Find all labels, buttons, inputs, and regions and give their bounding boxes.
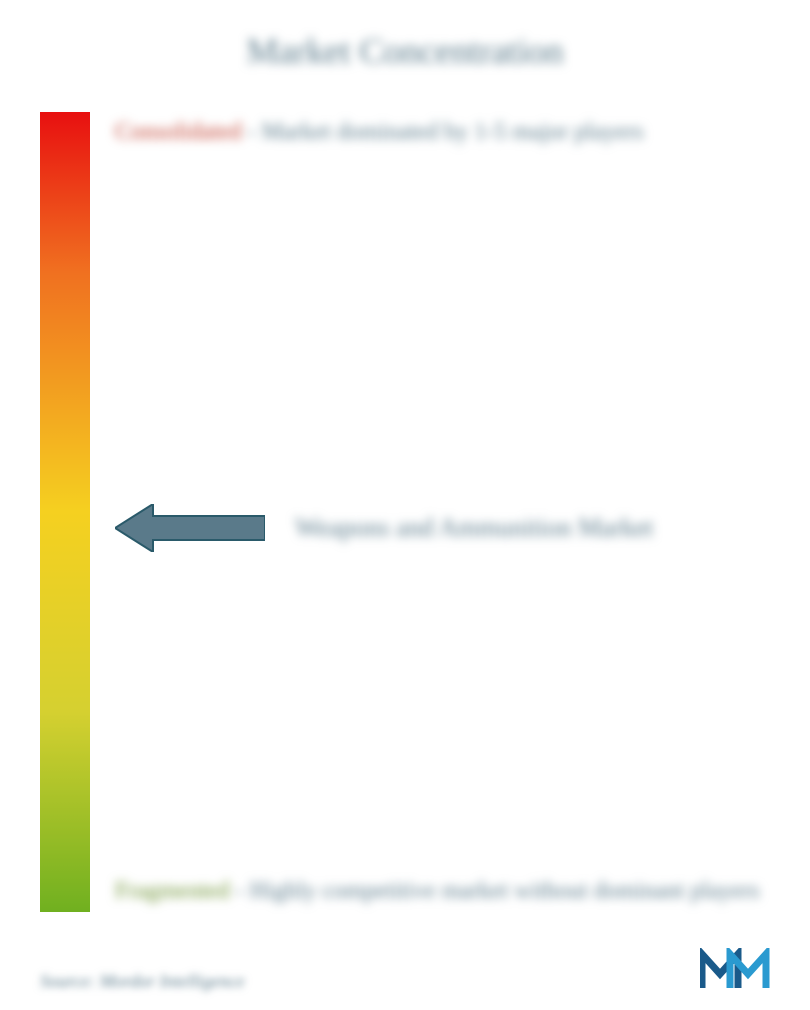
- infographic-container: Market Concentration Consolidated - Mark…: [0, 0, 810, 1010]
- content-area: Consolidated - Market dominated by 1-5 m…: [40, 112, 770, 932]
- consolidated-text: - Market dominated by 1-5 major players: [248, 119, 644, 145]
- market-marker: Weapons and Ammunition Market: [115, 504, 770, 552]
- concentration-gradient-bar: [40, 112, 90, 912]
- chart-title: Market Concentration: [40, 30, 770, 72]
- footer: Source: Mordor Intelligence: [40, 948, 770, 992]
- mordor-logo-icon: [700, 948, 770, 992]
- text-column: Consolidated - Market dominated by 1-5 m…: [115, 112, 770, 912]
- source-attribution: Source: Mordor Intelligence: [40, 971, 245, 992]
- fragmented-text: - Highly competitive market without domi…: [236, 878, 760, 904]
- arrow-left-icon: [115, 504, 265, 552]
- fragmented-label: Fragmented: [115, 878, 230, 904]
- market-name: Weapons and Ammunition Market: [295, 510, 770, 546]
- consolidated-label: Consolidated: [115, 119, 242, 145]
- fragmented-description: Fragmented - Highly competitive market w…: [115, 871, 770, 912]
- consolidated-description: Consolidated - Market dominated by 1-5 m…: [115, 112, 770, 153]
